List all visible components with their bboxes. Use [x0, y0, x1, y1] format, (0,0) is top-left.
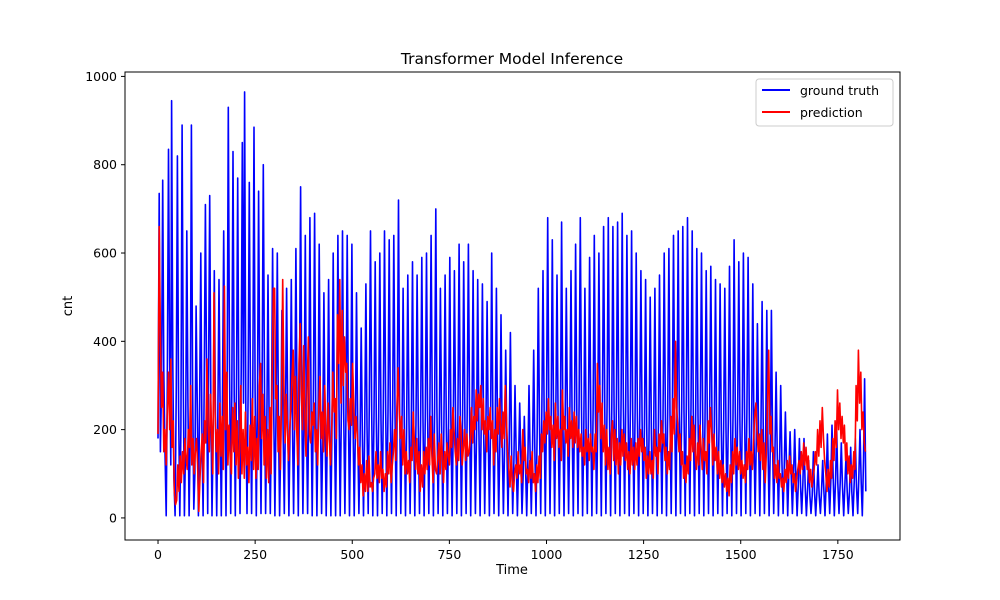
x-tick-label: 0 — [154, 547, 162, 562]
axes-frame — [124, 71, 901, 541]
x-tick-label: 1750 — [822, 547, 854, 562]
x-tick-label: 1500 — [725, 547, 757, 562]
chart-title: Transformer Model Inference — [400, 50, 623, 68]
x-axis: 0 250 500 750 1000 1250 1500 1750 — [154, 540, 854, 562]
x-tick-label: 250 — [243, 547, 267, 562]
x-tick-label: 1250 — [628, 547, 660, 562]
y-tick-label: 200 — [93, 422, 117, 437]
series-line-prediction — [157, 225, 867, 513]
legend-label-ground-truth: ground truth — [800, 83, 879, 98]
y-tick-label: 600 — [93, 246, 117, 261]
y-axis: 0 200 400 600 800 1000 — [85, 69, 125, 525]
legend-label-prediction: prediction — [800, 105, 863, 120]
y-tick-label: 800 — [93, 157, 117, 172]
legend-box — [755, 78, 894, 127]
y-axis-title: cnt — [61, 296, 76, 316]
y-tick-label: 1000 — [85, 69, 117, 84]
x-axis-title: Time — [495, 563, 528, 578]
x-tick-label: 1000 — [531, 547, 563, 562]
legend: ground truth prediction — [755, 78, 894, 127]
plot-area — [157, 91, 867, 517]
y-tick-label: 0 — [109, 510, 117, 525]
series-line-ground-truth — [157, 91, 867, 517]
y-tick-label: 400 — [93, 334, 117, 349]
x-tick-label: 750 — [437, 547, 461, 562]
x-tick-label: 500 — [340, 547, 364, 562]
